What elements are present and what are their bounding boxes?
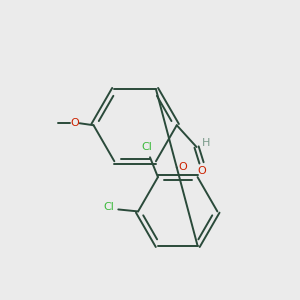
- Text: Cl: Cl: [103, 202, 114, 212]
- Text: Cl: Cl: [142, 142, 152, 152]
- Text: H: H: [202, 138, 211, 148]
- Text: O: O: [70, 118, 79, 128]
- Text: O: O: [178, 163, 187, 172]
- Text: O: O: [197, 166, 206, 176]
